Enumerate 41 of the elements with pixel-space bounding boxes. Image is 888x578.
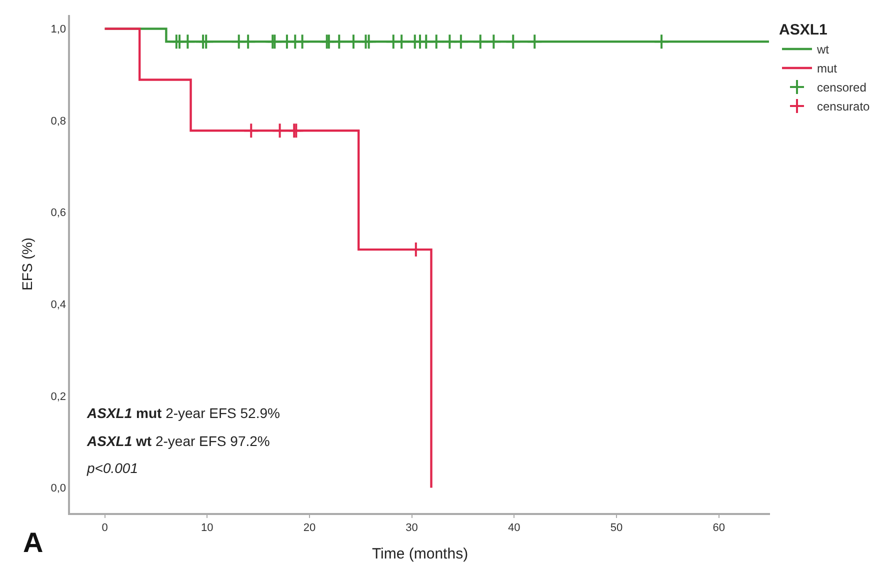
- point: [345, 34, 362, 50]
- x-tick-label: 20: [303, 522, 316, 534]
- x-tick-label: 60: [712, 522, 725, 534]
- y-tick-label: 0,0: [50, 482, 66, 495]
- y-tick-label: 0,2: [50, 390, 66, 403]
- point: [243, 122, 260, 139]
- x-tick-label: 0: [102, 522, 108, 534]
- y-tick-label: 1,0: [50, 24, 66, 36]
- point: [394, 34, 410, 50]
- point: [360, 34, 377, 50]
- legend-label: censored: [817, 80, 866, 95]
- x-tick-label: 30: [406, 522, 418, 534]
- y-tick-label: 0,6: [50, 207, 66, 220]
- y-tick-label: 0,4: [50, 299, 66, 312]
- point: [486, 34, 502, 50]
- point: [452, 34, 469, 50]
- annotation: ASXL1 wt 2-year EFS 97.2%: [86, 433, 270, 449]
- point: [198, 34, 214, 50]
- x-tick-label: 40: [508, 522, 520, 534]
- legend-label: censurato: [817, 100, 870, 114]
- annotation: ASXL1 mut 2-year EFS 52.9%: [86, 405, 280, 421]
- text: A: [23, 527, 44, 558]
- y-tick-label: 0,8: [50, 115, 66, 128]
- point: [272, 122, 288, 139]
- point: [180, 34, 196, 50]
- point: [428, 34, 444, 50]
- point: [654, 34, 670, 50]
- point: [526, 34, 543, 50]
- legend-title: ASXL1: [779, 22, 828, 38]
- legend-label: mut: [817, 62, 838, 76]
- x-tick-label: 50: [610, 522, 623, 534]
- legend-label: wt: [816, 42, 830, 57]
- x-tick-label: 10: [201, 522, 214, 534]
- point: [505, 34, 522, 50]
- annotation: p<0.001: [86, 460, 138, 476]
- point: [331, 34, 348, 50]
- point: [472, 34, 488, 50]
- point: [294, 34, 310, 50]
- y-axis-title: EFS (%): [18, 238, 35, 290]
- point: [240, 34, 256, 50]
- x-axis-title: Time (months): [372, 545, 468, 562]
